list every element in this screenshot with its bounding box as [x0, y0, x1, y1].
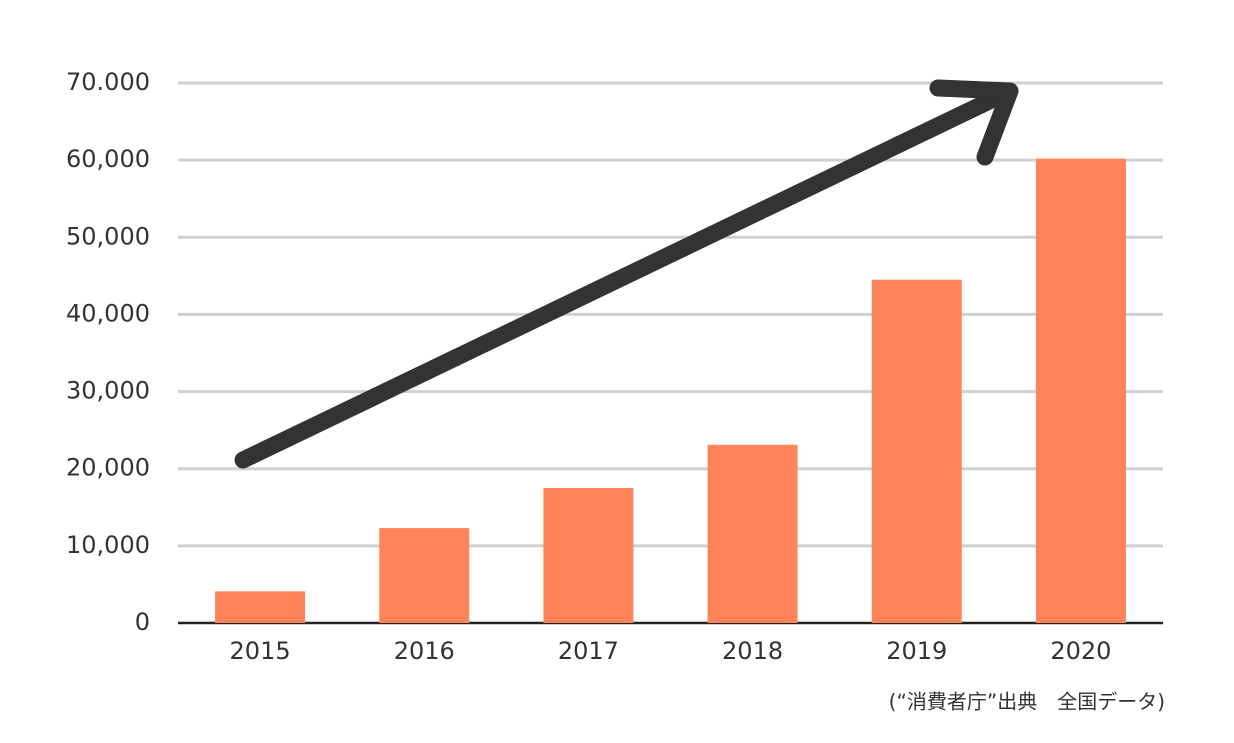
y-tick-label: 10,000: [66, 531, 150, 559]
bar: [543, 488, 634, 623]
bar: [1035, 158, 1126, 623]
y-tick-label: 70.000: [66, 68, 150, 96]
arrow-shaft: [234, 83, 1017, 469]
bar: [707, 444, 798, 623]
source-note: (“消費者庁”出典 全国データ): [889, 690, 1165, 714]
bar: [871, 279, 962, 623]
x-tick-label: 2017: [558, 637, 619, 665]
x-tick-label: 2019: [886, 637, 947, 665]
arrow-head: [929, 79, 1019, 166]
x-tick-label: 2016: [394, 637, 455, 665]
y-tick-label: 40,000: [66, 299, 150, 327]
x-tick-label: 2018: [722, 637, 783, 665]
y-tick-label: 0: [135, 608, 150, 636]
trend-arrow: [234, 79, 1019, 469]
y-tick-label: 60,000: [66, 145, 150, 173]
y-tick-label: 30,000: [66, 377, 150, 405]
bar: [379, 528, 470, 623]
x-tick-label: 2020: [1050, 637, 1111, 665]
y-tick-label: 20,000: [66, 454, 150, 482]
x-tick-label: 2015: [230, 637, 291, 665]
bars: [215, 158, 1126, 623]
labels: 0 10,000 20,000 30,000 40,000 50,000 60,000 70.…: [66, 68, 1111, 665]
bar: [215, 591, 306, 623]
y-tick-label: 50,000: [66, 222, 150, 250]
grid: [178, 81, 1163, 625]
